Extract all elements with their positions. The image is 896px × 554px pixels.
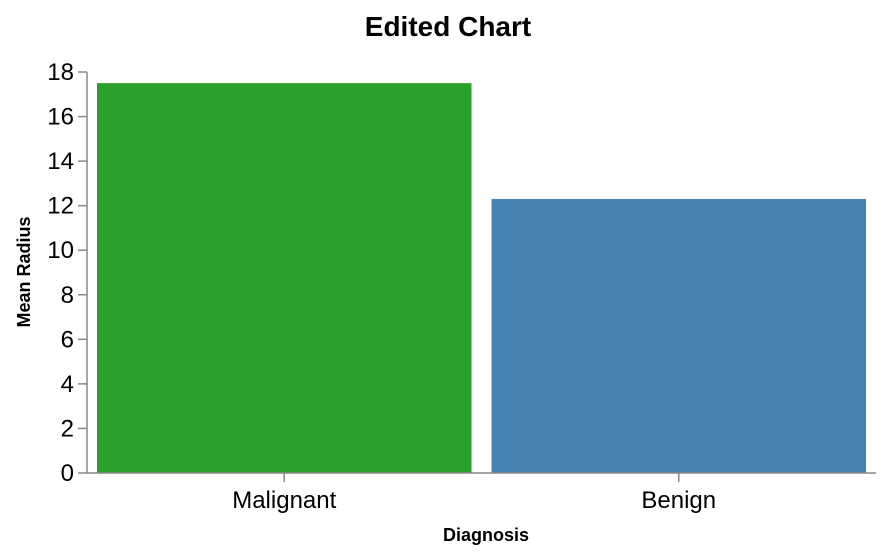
y-axis: 0 2 4 6 8 10 12 14 16 18 [47, 59, 88, 487]
y-tick-label: 12 [47, 193, 74, 220]
x-tick-label: Benign [641, 487, 716, 514]
chart-title: Edited Chart [365, 11, 531, 42]
y-tick-label: 8 [61, 282, 74, 309]
y-tick-label: 6 [61, 326, 74, 353]
y-tick-label: 16 [47, 104, 74, 131]
y-tick-label: 10 [47, 237, 74, 264]
y-tick-label: 2 [61, 415, 74, 442]
bar-malignant [97, 83, 472, 473]
x-axis-title: Diagnosis [443, 525, 529, 545]
y-tick-label: 4 [61, 371, 74, 398]
y-tick-label: 14 [47, 148, 74, 175]
bars-group [97, 83, 866, 473]
y-tick-label: 18 [47, 59, 74, 86]
y-axis-title: Mean Radius [14, 216, 34, 327]
x-tick-label: Malignant [232, 487, 336, 514]
x-axis: Malignant Benign [87, 472, 876, 514]
y-tick-label: 0 [61, 460, 74, 487]
bar-benign [491, 198, 866, 473]
